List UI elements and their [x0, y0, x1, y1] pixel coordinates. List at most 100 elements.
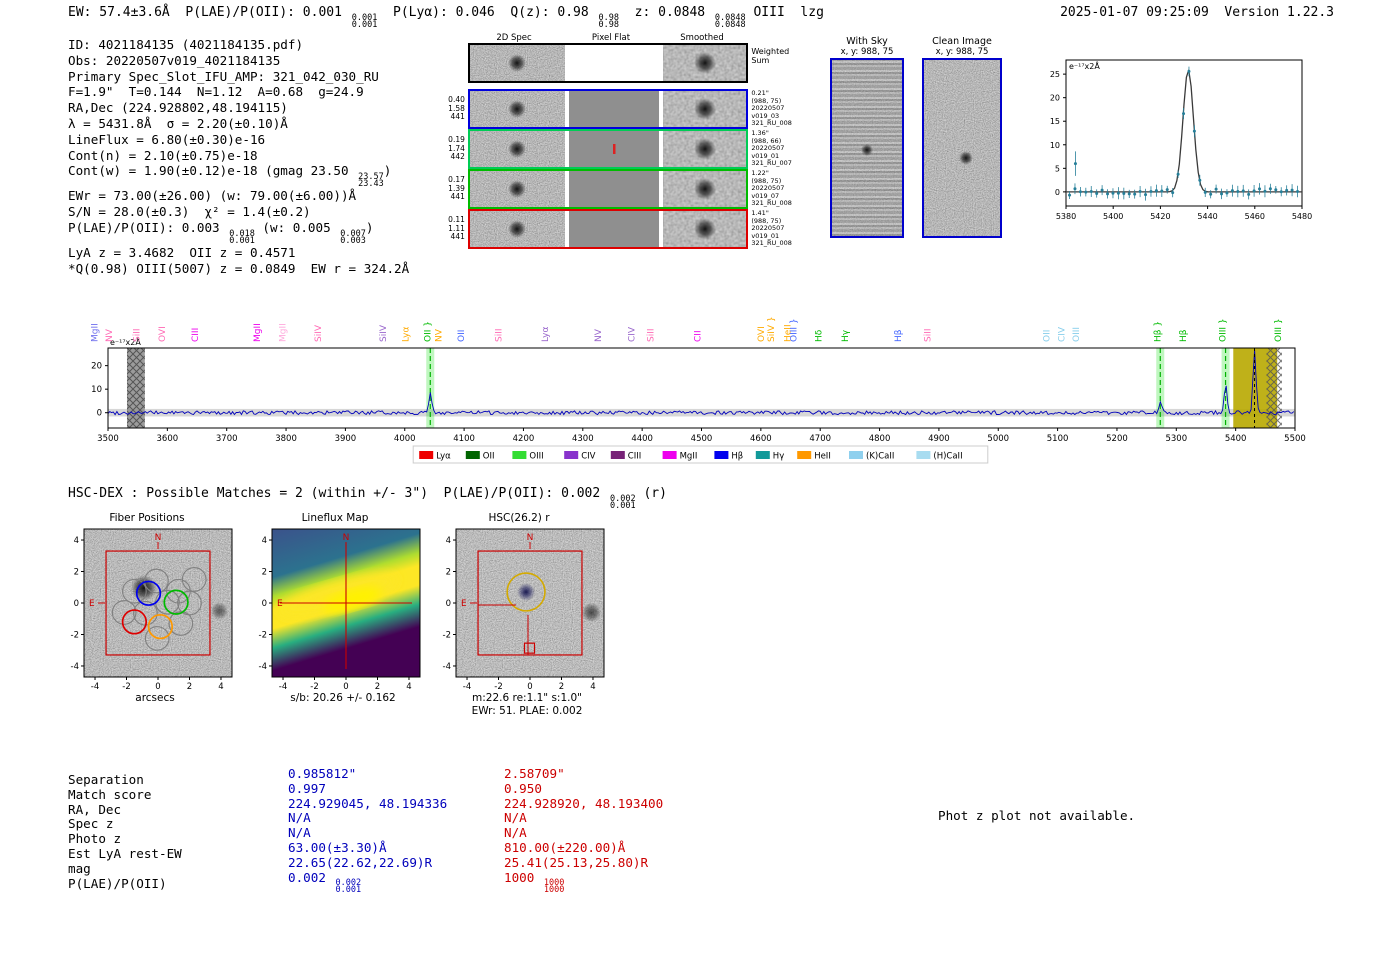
spec2d-row-meta: 1.36" (988, 66) 20220507 v019_01 321_RU_007: [751, 129, 792, 168]
data-point: [1144, 193, 1148, 197]
axis-units-label: e⁻¹⁷x2Å: [1069, 60, 1100, 71]
match-value-2: 25.41(25.13,25.80)R: [504, 854, 649, 870]
spec2d-strip: [467, 89, 749, 129]
y-tick-label: -4: [71, 662, 79, 672]
legend-label: OII: [483, 452, 495, 462]
spec2d-column-title: 2D Spec: [496, 33, 532, 43]
clean-coords: x, y: 988, 75: [935, 47, 989, 57]
east-marker: E: [461, 599, 467, 609]
x-tick-label: 2: [187, 682, 192, 691]
legend-label: Hγ: [773, 452, 784, 462]
match-row-label: RA, Dec: [68, 801, 122, 817]
data-point: [1133, 192, 1137, 196]
match-table: Separation 0.985812" 2.58709" Match score 0.…: [68, 766, 663, 901]
match-table-row: Spec z N/A N/A: [68, 810, 663, 832]
x-tick-label: 4900: [928, 434, 950, 444]
data-point: [1138, 190, 1142, 194]
fiber-circle: [168, 611, 194, 636]
y-tick-label: -2: [71, 630, 79, 640]
data-point: [1279, 190, 1283, 194]
data-point: [1263, 189, 1267, 193]
fiber-circle: [181, 567, 207, 592]
legend-frame: [412, 445, 989, 464]
legend-swatch: [564, 451, 579, 459]
spec2d-row: 0.40 1.58 441 0.21" (988, 75) 20220507 v019_03…: [441, 89, 811, 129]
emission-line-label: CIII: [191, 328, 201, 342]
emission-line-label: SiIV: [379, 324, 389, 342]
data-point: [1258, 187, 1262, 191]
hsc-cutout-plot: N E -4 -4 -2 -2 0 0 2 2 4 4: [443, 528, 605, 691]
emission-line-label: SiII: [646, 328, 656, 342]
legend-label: Lyα: [436, 452, 451, 462]
info-line: LineFlux = 6.80(±0.30)e-16: [68, 131, 266, 147]
fiber-circle-weighted: [121, 609, 148, 635]
x-tick-label: 4400: [631, 434, 653, 444]
y-tick-label: 0: [74, 599, 79, 609]
x-tick-label: 5200: [1106, 434, 1128, 444]
x-tick-label: 3900: [335, 434, 357, 444]
spec2d-row: Weighted Sum: [441, 43, 811, 83]
axis-units-label: e⁻¹⁷x2Å: [110, 336, 141, 347]
match-table-row: P(LAE)/P(OII) 0.002 0.002 0.001 1000 1000 10…: [68, 870, 663, 901]
spec2d-row-weights: 0.19 1.74 442: [448, 135, 465, 162]
legend-swatch: [610, 451, 625, 459]
stacked-fraction: 0.0848 0.0848: [714, 12, 746, 30]
data-point: [1073, 187, 1077, 191]
data-point: [1078, 190, 1082, 194]
spec2d-row-meta: 1.41" (988, 75) 20220507 v019_01 321_RU_008: [751, 209, 792, 248]
legend-swatch: [465, 451, 480, 459]
emission-line-label: OIII }: [789, 318, 799, 342]
aperture-circle: [506, 572, 546, 612]
emission-line-label: OII }: [423, 321, 433, 342]
spec2d-strip: [467, 43, 749, 83]
x-tick-label: 5000: [987, 434, 1009, 444]
fiber-positions-plot: N E -4 -4 -2 -2 0 0 2 2 4 4: [71, 528, 233, 691]
match-value-1: 224.929045, 48.194336: [288, 795, 448, 811]
data-point: [1127, 192, 1131, 196]
match-row-label: Est LyA rest-EW: [68, 845, 182, 861]
y-tick-label: 0: [97, 409, 102, 419]
x-tick-label: 5400: [1103, 212, 1123, 221]
fiber-circle: [122, 578, 147, 604]
fiber-circle: [144, 568, 169, 594]
emission-line-label: Hβ }: [1153, 321, 1163, 342]
legend-label: Hβ: [731, 452, 743, 462]
x-tick-label: 4: [218, 682, 223, 691]
x-tick-label: 3600: [157, 434, 179, 444]
x-tick-label: 4: [406, 682, 411, 691]
header-stats: EW: 57.4±3.6Å P(LAE)/P(OII): 0.001 0.001…: [68, 5, 824, 30]
stacked-fraction: 0.002 0.001: [335, 878, 362, 896]
match-value-2: N/A: [504, 825, 527, 841]
fiber-circle: [111, 600, 137, 625]
x-tick-label: 5420: [1150, 212, 1170, 221]
data-point: [1160, 189, 1164, 193]
emission-line-label: CIV: [627, 326, 637, 342]
emission-line-label: NV: [594, 328, 604, 342]
legend-swatch: [916, 451, 931, 459]
data-point: [1165, 188, 1169, 192]
stacked-fraction: 23.57 23.43: [358, 171, 384, 190]
lineflux-caption: s/b: 20.26 +/- 0.162: [290, 692, 396, 704]
x-tick-label: 5500: [1284, 434, 1306, 444]
x-tick-label: 5300: [1165, 434, 1187, 444]
match-value-2: 810.00(±220.00)Å: [504, 839, 626, 855]
x-tick-label: 5440: [1197, 212, 1217, 221]
x-tick-label: 3700: [216, 434, 238, 444]
x-tick-label: 4600: [750, 434, 772, 444]
emission-line-label: OIII }: [1219, 318, 1229, 342]
emission-line-label: CIV: [1058, 326, 1068, 342]
east-marker: E: [277, 599, 283, 609]
x-tick-label: 5380: [1056, 212, 1076, 221]
match-row-label: Photo z: [68, 831, 122, 847]
data-point: [1106, 192, 1110, 196]
data-point: [1073, 162, 1077, 166]
match-value-2: 2.58709": [504, 766, 565, 781]
data-point: [1230, 189, 1234, 193]
data-point: [1252, 189, 1256, 193]
x-tick-label: -2: [494, 682, 502, 691]
data-point: [1241, 189, 1245, 193]
lineflux-map-title: Lineflux Map: [301, 512, 369, 524]
data-point: [1182, 112, 1186, 116]
info-line: ID: 4021184135 (4021184135.pdf): [68, 37, 304, 52]
emission-line-label: SiIV: [314, 324, 324, 342]
